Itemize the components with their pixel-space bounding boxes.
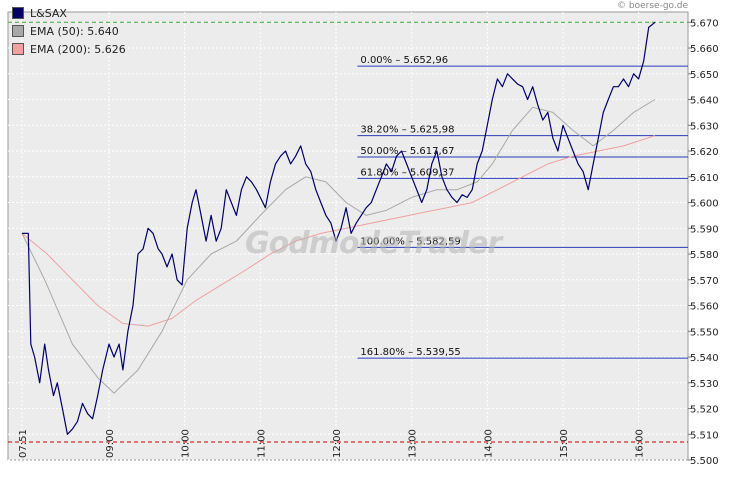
y-tick-label-5: 5.550: [690, 327, 719, 338]
legend-label-ema50: EMA (50): 5.640: [30, 24, 119, 38]
y-tick-label-4: 5.540: [690, 353, 719, 364]
series-line-0: [22, 21, 656, 435]
y-tick-label-1: 5.510: [690, 430, 719, 441]
legend-item-ema50: EMA (50): 5.640: [12, 22, 126, 40]
series-line-1: [21, 99, 656, 394]
y-tick-label-9: 5.590: [690, 224, 719, 235]
watermark: GodmodeTrader: [245, 226, 502, 261]
legend: L&SAX EMA (50): 5.640 EMA (200): 5.626: [12, 4, 126, 58]
fib-label-5: 161.80% – 5.539,55: [360, 347, 460, 358]
x-tick-label-7: 15:00: [559, 429, 570, 458]
x-tick-label-0: 07:51: [18, 429, 29, 458]
legend-label-lsax: L&SAX: [30, 6, 67, 20]
y-tick-label-15: 5.650: [690, 70, 719, 81]
fib-label-1: 38.20% – 5.625,98: [360, 125, 454, 136]
y-tick-label-6: 5.560: [690, 302, 719, 313]
legend-swatch-ema200: [12, 43, 24, 55]
y-tick-label-10: 5.600: [690, 199, 719, 210]
grid: [8, 12, 688, 461]
fib-label-2: 50.00% – 5.617,67: [360, 146, 454, 157]
reference-lines: [8, 21, 688, 443]
x-tick-label-2: 10:00: [181, 429, 192, 458]
legend-swatch-lsax: [12, 7, 24, 19]
x-tick-label-8: 16:00: [635, 429, 646, 458]
x-tick-label-5: 13:00: [408, 429, 419, 458]
y-tick-label-13: 5.630: [690, 121, 719, 132]
source-credit: © boerse-go.de: [617, 1, 688, 11]
y-axis: 5.500 5.510 5.520 5.530 5.540 5.550 5.560 5.570…: [688, 18, 719, 467]
x-tick-label-3: 11:00: [256, 429, 267, 458]
y-tick-label-16: 5.660: [690, 44, 719, 55]
fib-label-0: 0.00% – 5.652,96: [360, 55, 448, 66]
x-tick-label-1: 09:00: [105, 429, 116, 458]
y-tick-label-14: 5.640: [690, 96, 719, 107]
x-axis: 07:51 09:00 10:00 11:00 12:00 13:00 14:00 15:00…: [18, 429, 646, 458]
fib-label-3: 61.80% – 5.609,37: [360, 167, 454, 178]
x-tick-label-4: 12:00: [332, 429, 343, 458]
legend-label-ema200: EMA (200): 5.626: [30, 42, 126, 56]
fib-label-4: 100.00% – 5.582,59: [360, 236, 460, 247]
legend-item-ema200: EMA (200): 5.626: [12, 40, 126, 58]
y-tick-label-3: 5.530: [690, 379, 719, 390]
y-tick-label-8: 5.580: [690, 250, 719, 261]
legend-item-lsax: L&SAX: [12, 4, 126, 22]
legend-swatch-ema50: [12, 25, 24, 37]
y-tick-label-12: 5.620: [690, 147, 719, 158]
y-tick-label-7: 5.570: [690, 276, 719, 287]
y-tick-label-2: 5.520: [690, 405, 719, 416]
y-tick-label-11: 5.610: [690, 173, 719, 184]
y-tick-label-17: 5.670: [690, 18, 719, 29]
y-tick-label-0: 5.500: [690, 456, 719, 467]
x-tick-label-6: 14:00: [483, 429, 494, 458]
series-lines: [21, 21, 656, 435]
fibonacci-levels: 0.00% – 5.652,96 38.20% – 5.625,98 50.00% …: [357, 55, 688, 359]
